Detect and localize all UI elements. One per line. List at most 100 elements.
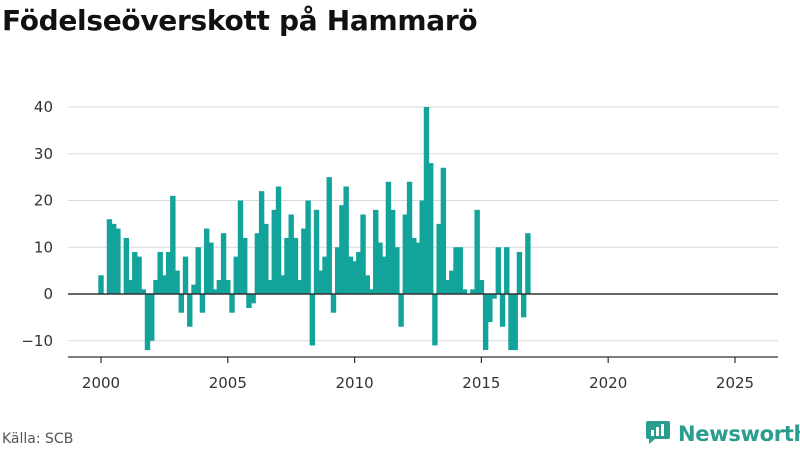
bar — [406, 181, 413, 294]
bar — [330, 294, 337, 313]
bar — [440, 167, 447, 294]
bar — [280, 275, 286, 294]
bar — [216, 279, 223, 294]
bar — [187, 294, 193, 327]
bar — [149, 294, 155, 341]
bar — [174, 270, 180, 295]
bar — [487, 294, 493, 323]
bar — [360, 214, 366, 294]
x-tick-label: 2025 — [716, 374, 754, 392]
bar — [237, 200, 244, 294]
bar — [449, 270, 455, 295]
bar — [373, 209, 379, 294]
bar — [512, 294, 518, 351]
bar — [220, 233, 227, 294]
bar — [242, 237, 248, 294]
bar — [495, 247, 502, 294]
bar — [411, 237, 417, 294]
bar — [225, 279, 231, 294]
x-tick-label: 2015 — [462, 374, 500, 392]
bar — [170, 195, 176, 294]
bar — [153, 279, 159, 294]
bar — [482, 294, 489, 351]
bar — [516, 251, 523, 294]
bar — [254, 233, 261, 294]
bar — [326, 177, 332, 295]
bar — [453, 247, 459, 294]
bar — [423, 107, 430, 294]
y-tick-label: 20 — [34, 192, 53, 210]
x-tick-label: 2000 — [82, 374, 120, 392]
brand-name: Newsworthy — [678, 422, 800, 446]
bar — [157, 251, 163, 294]
bar — [258, 191, 265, 294]
bar — [288, 214, 294, 294]
bar — [478, 279, 485, 294]
y-tick-label: 40 — [34, 98, 53, 116]
bar — [115, 228, 121, 294]
bar — [385, 181, 392, 294]
bar — [364, 275, 370, 294]
bar — [106, 219, 113, 294]
bar — [436, 223, 442, 295]
y-tick-label: 30 — [34, 145, 53, 163]
y-axis-labels: −10 0 10 20 30 40 — [21, 98, 53, 350]
bar — [212, 289, 218, 294]
bar — [263, 223, 269, 295]
bar — [313, 209, 320, 294]
y-tick-label: 10 — [34, 238, 53, 256]
bar — [246, 294, 252, 309]
bar — [525, 233, 531, 294]
bar — [415, 242, 421, 294]
bar — [339, 205, 345, 294]
bar — [140, 289, 146, 294]
bar — [203, 228, 210, 294]
bar — [301, 228, 307, 294]
bar — [127, 279, 134, 294]
bar — [470, 289, 476, 294]
bar — [461, 289, 468, 294]
bar — [123, 237, 130, 294]
bar — [182, 256, 189, 294]
bar — [491, 294, 497, 299]
source-note: Källa: SCB — [2, 431, 74, 447]
bar — [351, 261, 358, 294]
bar — [271, 209, 277, 294]
x-tick-label: 2005 — [209, 374, 247, 392]
bar — [499, 294, 506, 327]
bar — [474, 209, 480, 294]
bar — [195, 247, 201, 294]
bar — [267, 279, 273, 294]
bar — [208, 242, 214, 294]
x-tick-label: 2020 — [589, 374, 627, 392]
brand-logo[interactable]: Newsworthy — [645, 419, 800, 449]
page-title: Födelseöverskott på Hammarö — [2, 4, 478, 37]
bar — [343, 186, 349, 294]
bar — [334, 247, 341, 294]
bar — [292, 237, 299, 294]
bar — [110, 223, 117, 295]
bar — [402, 214, 409, 294]
bar — [144, 294, 151, 351]
bar — [305, 200, 311, 294]
bar — [368, 289, 375, 294]
bar — [377, 242, 383, 294]
bar — [322, 256, 328, 294]
y-tick-label: −10 — [21, 332, 53, 350]
bar — [165, 251, 172, 294]
bar — [178, 294, 185, 313]
bar — [191, 284, 197, 294]
bars — [98, 107, 531, 351]
bar — [98, 275, 104, 294]
bar — [275, 186, 282, 294]
x-tick-label: 2010 — [336, 374, 374, 392]
bar — [318, 270, 324, 295]
bar — [356, 251, 362, 294]
x-axis: 2000 2005 2010 2015 2020 2025 — [68, 356, 778, 392]
y-tick-label: 0 — [43, 285, 53, 303]
bar — [508, 294, 514, 351]
bar — [504, 247, 510, 294]
bar — [161, 275, 168, 294]
bar — [199, 294, 206, 313]
bar — [250, 294, 256, 304]
